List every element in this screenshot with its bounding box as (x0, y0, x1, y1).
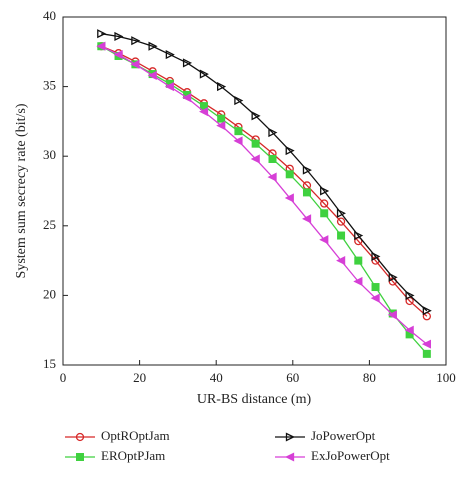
data-point (421, 339, 432, 349)
data-point (182, 58, 193, 68)
data-point (404, 325, 414, 335)
data-point (320, 199, 329, 208)
y-axis-label: System sum secrecy rate (bit/s) (14, 103, 29, 278)
data-point (130, 59, 140, 69)
data-point (284, 193, 294, 203)
data-point (354, 230, 364, 241)
data-point (320, 186, 330, 196)
data-point (148, 41, 158, 51)
series-line (101, 45, 428, 317)
x-tick-label: 20 (133, 370, 146, 385)
data-point (250, 154, 260, 164)
data-point (234, 95, 244, 106)
legend-marker (285, 452, 295, 462)
data-point (267, 172, 277, 182)
data-point (285, 170, 294, 179)
data-point (302, 214, 312, 224)
x-tick-label: 60 (286, 370, 299, 385)
data-point (233, 136, 243, 146)
data-point (320, 209, 329, 218)
data-point (285, 146, 295, 156)
data-point (336, 256, 346, 266)
plot-frame (62, 16, 447, 366)
data-point (113, 50, 123, 60)
data-point (336, 208, 347, 218)
x-tick-label: 80 (363, 370, 376, 385)
data-point (198, 107, 209, 117)
data-point (147, 70, 157, 81)
data-point (370, 293, 380, 303)
data-point (97, 29, 107, 39)
data-point (216, 121, 226, 131)
data-point (422, 306, 432, 316)
x-tick-label: 40 (210, 370, 223, 385)
legend-marker (285, 432, 295, 442)
y-tick-label: 30 (43, 147, 56, 162)
data-point (371, 283, 380, 292)
y-tick-label: 35 (43, 78, 56, 93)
y-tick-label: 40 (43, 8, 56, 23)
data-point (96, 41, 106, 51)
data-point (131, 36, 141, 46)
series-line (100, 45, 428, 355)
y-tick-label: 20 (43, 286, 56, 301)
data-point (217, 82, 227, 92)
data-point (354, 256, 363, 265)
x-tick-label: 100 (436, 370, 456, 385)
data-point (353, 276, 363, 287)
data-point (422, 349, 431, 358)
data-point (217, 114, 226, 123)
legend-label: ExJoPowerOpt (311, 448, 390, 463)
data-point (165, 50, 175, 60)
data-point (337, 231, 346, 240)
data-point (319, 235, 329, 245)
x-axis-label: UR-BS distance (m) (197, 392, 312, 407)
legend-label: OptROptJam (101, 428, 170, 443)
data-point (199, 69, 209, 79)
data-point (371, 251, 381, 261)
y-tick-label: 15 (43, 356, 56, 371)
data-point (182, 93, 192, 103)
data-point (268, 127, 278, 138)
data-point (387, 310, 397, 320)
data-point (164, 82, 175, 92)
legend-marker (75, 432, 85, 442)
legend-label: EROptPJam (101, 448, 165, 463)
x-tick-label: 0 (60, 370, 67, 385)
data-point (268, 154, 277, 163)
data-point (302, 188, 311, 197)
data-point (251, 111, 261, 121)
data-point (336, 217, 346, 226)
data-point (405, 290, 415, 300)
data-point (234, 127, 243, 136)
y-tick-label: 25 (43, 217, 56, 232)
legend-label: JoPowerOpt (311, 428, 376, 443)
data-point (302, 165, 312, 175)
data-point (114, 31, 124, 42)
data-point (388, 272, 398, 282)
data-point (251, 139, 260, 148)
legend-marker (76, 453, 84, 461)
